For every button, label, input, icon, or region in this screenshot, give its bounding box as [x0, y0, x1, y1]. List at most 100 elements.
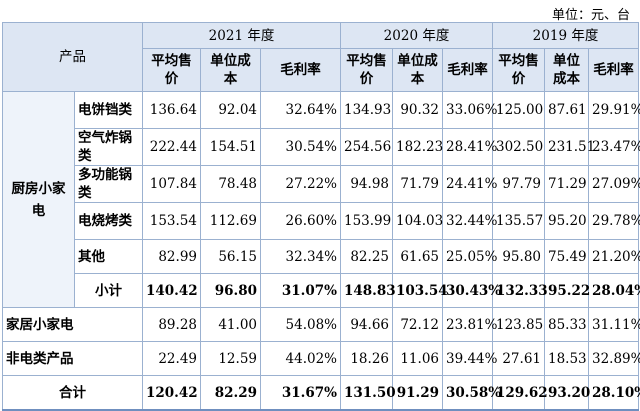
header-product: 产品 [2, 22, 143, 92]
table-row: 家居小家电 89.28 41.00 54.08% 94.66 72.12 23.81% 123… [2, 307, 640, 342]
table-row: 厨房小家电 电饼铛类 136.64 92.04 32.64% 134.93 90.32 33.… [2, 91, 640, 308]
cell-value: 153.99 [340, 202, 393, 240]
cell-value: 21.20% [588, 239, 640, 274]
cell-value: 27.61 [492, 341, 545, 376]
header-metric: 平均售价 [142, 48, 201, 92]
header-year-2020: 2020 年度 [340, 22, 493, 49]
cell-value: 136.64 [142, 91, 201, 129]
table-body: 厨房小家电 电饼铛类 136.64 92.04 32.64% 134.93 90.32 33.… [2, 91, 640, 411]
header-year-2019: 2019 年度 [492, 22, 639, 49]
header-metric: 毛利率 [588, 48, 639, 92]
cell-value: 23.81% [442, 307, 497, 342]
cell-value: 29.78% [588, 202, 640, 240]
cell-value: 22.49 [142, 341, 201, 376]
header-metric: 平均售价 [340, 48, 393, 92]
cell-value: 254.56 [340, 128, 393, 166]
cell-value: 12.59 [200, 341, 261, 376]
cell-value: 32.89% [588, 341, 640, 376]
cell-value: 154.51 [200, 128, 261, 166]
cell-value: 33.06% [442, 91, 497, 129]
cell-value: 32.64% [260, 91, 341, 129]
cell-value: 27.22% [260, 165, 341, 203]
row-label: 其他 [74, 239, 143, 274]
cell-value: 87.61 [544, 91, 589, 129]
gross-margin-table: 产品 2021 年度 2020 年度 2019 年度 平均售价 单位成本 毛利率 平均… [2, 22, 640, 411]
cell-value: 32.34% [260, 239, 341, 274]
cell-value: 28.41% [442, 128, 497, 166]
table-row: 电烧烤类 153.54 112.69 26.60% 153.99 104.03 32.44%… [3, 202, 640, 240]
cell-value: 78.48 [200, 165, 261, 203]
cell-value: 61.65 [392, 239, 443, 274]
header-year-2021: 2021 年度 [142, 22, 341, 49]
table-row: 空气炸锅类 222.44 154.51 30.54% 254.56 182.23 28.41… [3, 128, 640, 166]
row-label: 非电类产品 [2, 341, 143, 376]
cell-value: 135.57 [492, 202, 545, 240]
cell-value: 148.83 [340, 273, 396, 308]
cell-value: 85.33 [544, 307, 589, 342]
cell-value: 72.12 [392, 307, 443, 342]
cell-value: 32.44% [442, 202, 497, 240]
cell-value: 82.99 [142, 239, 201, 274]
table-row: 多功能锅类 107.84 78.48 27.22% 94.98 71.79 24.41% 97… [3, 165, 640, 203]
cell-value: 28.10% [588, 375, 640, 411]
cell-value: 71.29 [544, 165, 589, 203]
cell-value: 134.93 [340, 91, 393, 129]
cell-value: 95.20 [544, 202, 589, 240]
cell-value: 11.06 [392, 341, 443, 376]
cell-value: 31.11% [588, 307, 640, 342]
cell-value: 112.69 [200, 202, 261, 240]
header-metric: 平均售价 [492, 48, 545, 92]
cell-value: 27.09% [588, 165, 640, 203]
header-metric: 单位成本 [200, 48, 261, 92]
row-label: 空气炸锅类 [74, 128, 143, 166]
cell-value: 95.22 [544, 273, 590, 308]
cell-value: 23.47% [588, 128, 640, 166]
cell-value: 56.15 [200, 239, 261, 274]
table-row: 非电类产品 22.49 12.59 44.02% 18.26 11.06 39.44% 27.… [2, 341, 640, 376]
group-label: 厨房小家电 [2, 91, 75, 308]
row-label: 电饼铛类 [74, 91, 143, 129]
cell-value: 94.66 [340, 307, 393, 342]
cell-value: 54.08% [260, 307, 341, 342]
cell-value: 90.32 [392, 91, 443, 129]
cell-value: 103.54 [392, 273, 448, 308]
cell-value: 31.07% [260, 273, 341, 308]
header-metrics-row: 平均售价 单位成本 毛利率 平均售价 单位成本 毛利率 平均售价 单位成本 毛利率 [2, 48, 639, 92]
cell-value: 231.51 [544, 128, 595, 166]
cell-value: 25.05% [442, 239, 497, 274]
cell-value: 89.28 [142, 307, 201, 342]
table-row: 其他 82.99 56.15 32.34% 82.25 61.65 25.05% 95.80 7… [3, 239, 640, 274]
row-label: 多功能锅类 [74, 165, 143, 203]
cell-value: 123.85 [492, 307, 545, 342]
cell-value: 18.26 [340, 341, 393, 376]
cell-value: 132.33 [492, 273, 548, 308]
header-metric: 单位成本 [392, 48, 443, 92]
row-label: 小计 [74, 273, 143, 308]
cell-value: 96.80 [200, 273, 261, 308]
cell-value: 18.53 [544, 341, 589, 376]
cell-value: 302.50 [492, 128, 545, 166]
cell-value: 222.44 [142, 128, 201, 166]
cell-value: 28.04% [588, 273, 640, 308]
cell-value: 30.54% [260, 128, 341, 166]
cell-value: 71.79 [392, 165, 443, 203]
cell-value: 39.44% [442, 341, 497, 376]
cell-value: 26.60% [260, 202, 341, 240]
table-row: 小计 140.42 96.80 31.07% 148.83 103.54 30.43% 132… [3, 273, 640, 308]
cell-value: 24.41% [442, 165, 497, 203]
cell-value: 82.25 [340, 239, 393, 274]
unit-note: 单位：元、台 [551, 8, 630, 23]
cell-value: 107.84 [142, 165, 201, 203]
row-label: 家居小家电 [2, 307, 143, 342]
cell-value: 94.98 [340, 165, 393, 203]
cell-value: 153.54 [142, 202, 201, 240]
cell-value: 182.23 [392, 128, 443, 166]
row-label: 电烧烤类 [74, 202, 143, 240]
cell-value: 30.43% [442, 273, 501, 308]
cell-value: 92.04 [200, 91, 261, 129]
cell-value: 95.80 [492, 239, 545, 274]
cell-value: 44.02% [260, 341, 341, 376]
cell-value: 29.91% [588, 91, 640, 129]
header-metric: 毛利率 [442, 48, 493, 92]
header-metric: 单位成本 [544, 48, 589, 92]
